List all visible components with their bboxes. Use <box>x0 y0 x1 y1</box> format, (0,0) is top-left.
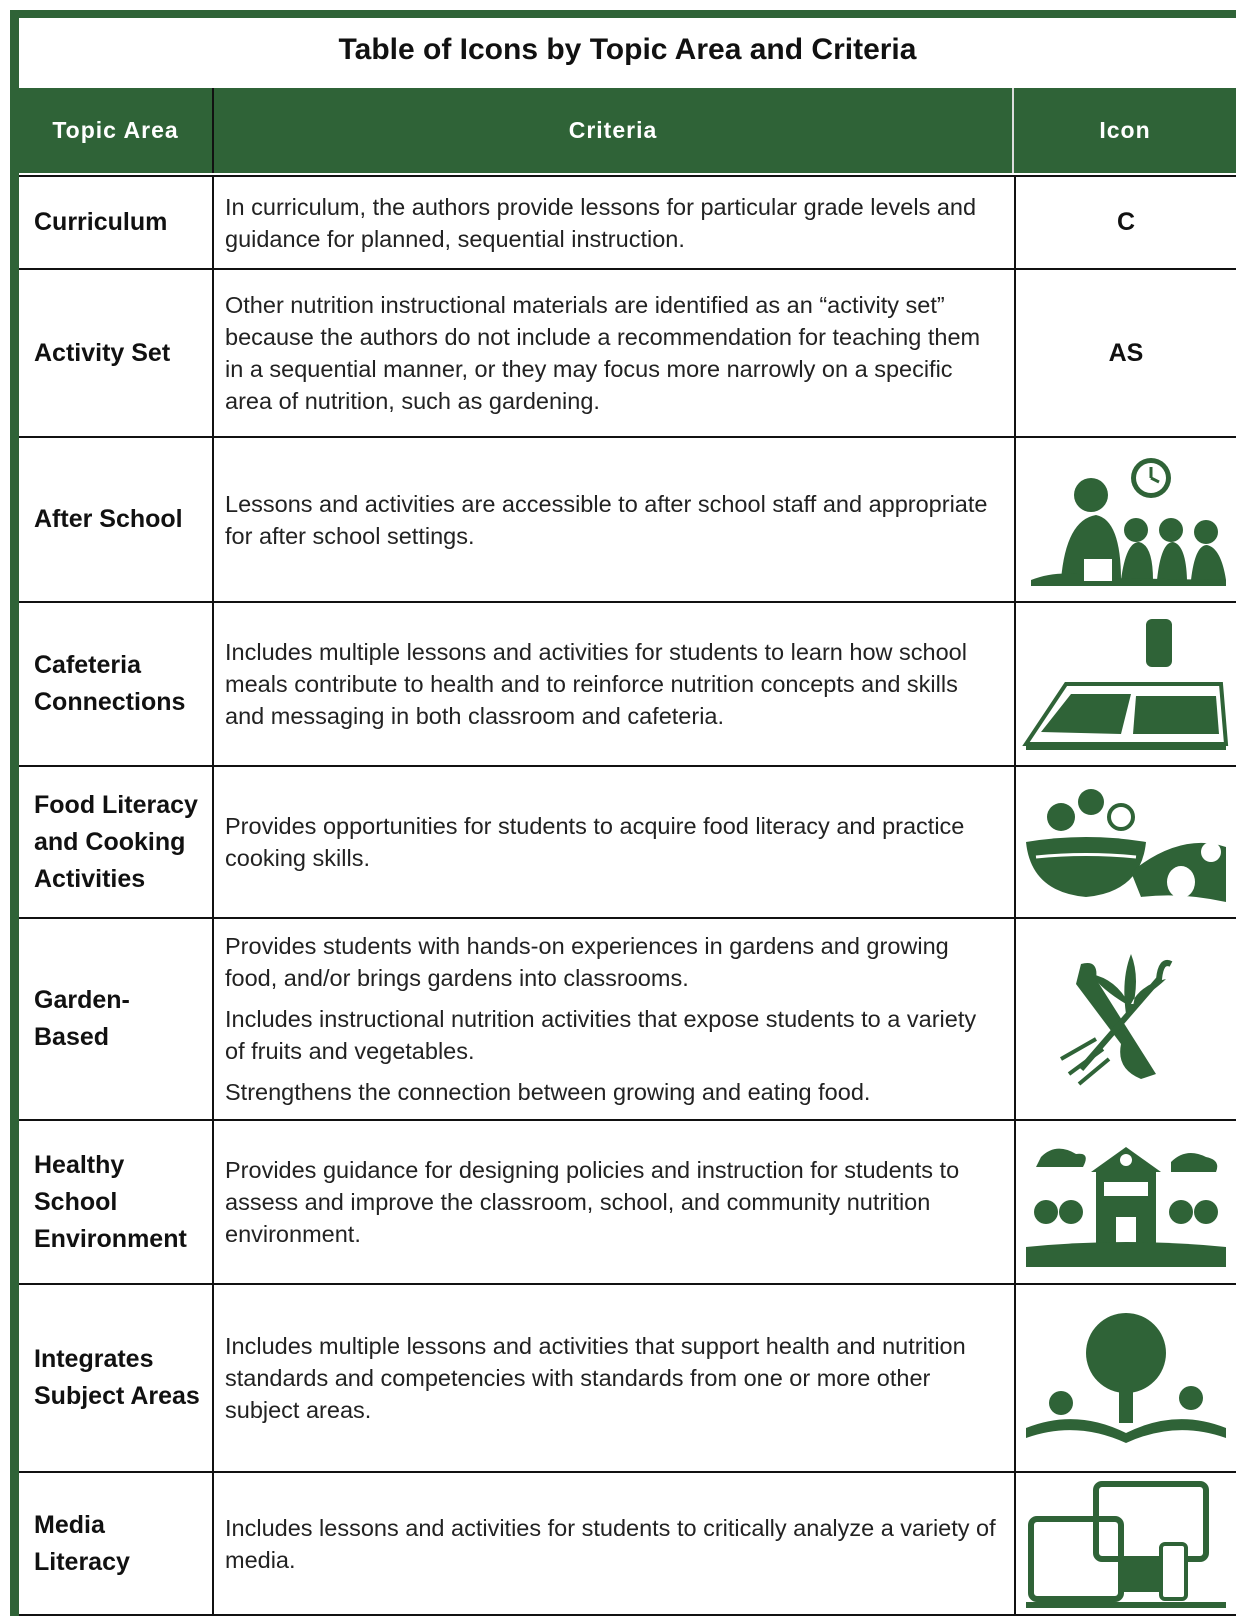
icon-cell <box>1016 767 1236 917</box>
table-row: Integrates Subject Areas Includes multipl… <box>19 1285 1236 1473</box>
table-row: After School Lessons and activities are a… <box>19 438 1236 603</box>
criteria-text: Lessons and activities are accessible to… <box>225 490 988 549</box>
criteria-text: Provides opportunities for students to a… <box>225 813 965 871</box>
table-body: Curriculum In curriculum, the authors pro… <box>19 175 1236 1616</box>
table-row: Activity Set Other nutrition instructiona… <box>19 270 1236 438</box>
header-cell: Criteria <box>214 88 1014 173</box>
icon-image <box>1026 1480 1226 1608</box>
criteria-text: Includes multiple lessons and activities… <box>225 639 967 729</box>
icon-cell <box>1016 1121 1236 1283</box>
table-row: Media Literacy Includes lessons and activ… <box>19 1473 1236 1616</box>
icon-cell <box>1016 603 1236 765</box>
header-cell: Icon <box>1099 117 1151 143</box>
topic-cell: Healthy School Environment <box>19 1121 214 1283</box>
criteria-text: Provides guidance for designing policies… <box>225 1157 960 1247</box>
topic-cell: Media Literacy <box>19 1473 214 1614</box>
icon-image <box>1060 954 1173 1086</box>
header-row: Topic Area Criteria Icon <box>19 88 1236 173</box>
criteria-text: Provides students with hands-on experien… <box>225 933 949 991</box>
icon-cell <box>1016 1285 1236 1471</box>
icon-cell: C <box>1016 177 1236 268</box>
criteria-cell: Lessons and activities are accessible to… <box>214 438 1016 601</box>
criteria-cell: Includes multiple lessons and activities… <box>214 603 1016 765</box>
icon-image <box>1026 1147 1226 1267</box>
table-row: Food Literacy and Cooking Activities Prov… <box>19 767 1236 919</box>
criteria-cell: Includes lessons and activities for stud… <box>214 1473 1016 1614</box>
icon-image <box>1031 457 1226 586</box>
criteria-cell: In curriculum, the authors provide lesso… <box>214 177 1016 268</box>
criteria-text: Includes lessons and activities for stud… <box>225 1514 996 1573</box>
header-cell: Topic Area <box>19 88 214 173</box>
icon-label: AS <box>1108 338 1144 367</box>
icon-cell <box>1016 1473 1236 1614</box>
topic-cell: Garden-Based <box>19 919 214 1119</box>
topic-cell: Curriculum <box>19 177 214 268</box>
criteria-text: Includes instructional nutrition activit… <box>225 1006 977 1064</box>
icon-cell <box>1016 438 1236 601</box>
topic-cell: Cafeteria Connections <box>19 603 214 765</box>
table-title: Table of Icons by Topic Area and Criteri… <box>338 33 917 66</box>
icon-cell <box>1016 919 1236 1119</box>
criteria-text: Strengthens the connection between growi… <box>225 1079 871 1105</box>
table-row: Healthy School Environment Provides guida… <box>19 1121 1236 1285</box>
table-row: Cafeteria Connections Includes multiple l… <box>19 603 1236 767</box>
topic-cell: Food Literacy and Cooking Activities <box>19 767 214 917</box>
criteria-cell: Provides opportunities for students to a… <box>214 767 1016 917</box>
criteria-cell: Provides students with hands-on experien… <box>214 919 1016 1119</box>
table-row: Curriculum In curriculum, the authors pro… <box>19 175 1236 270</box>
icon-image <box>1026 1313 1226 1443</box>
topic-cell: Integrates Subject Areas <box>19 1285 214 1471</box>
icon-label: C <box>1116 208 1136 236</box>
icon-cell: AS <box>1016 270 1236 436</box>
criteria-cell: Includes multiple lessons and activities… <box>214 1285 1016 1471</box>
topic-cell: Activity Set <box>19 270 214 436</box>
criteria-text: In curriculum, the authors provide lesso… <box>225 193 977 252</box>
topic-cell: After School <box>19 438 214 601</box>
icon-image <box>1026 789 1226 902</box>
criteria-text: Other nutrition instructional materials … <box>225 292 981 414</box>
criteria-text: Includes multiple lessons and activities… <box>225 1333 966 1423</box>
table: Table of Icons by Topic Area and Criteri… <box>19 18 1236 1616</box>
criteria-cell: Other nutrition instructional materials … <box>214 270 1016 436</box>
table-row: Garden-Based Provides students with hands… <box>19 919 1236 1121</box>
criteria-cell: Provides guidance for designing policies… <box>214 1121 1016 1283</box>
icon-image <box>1022 619 1229 750</box>
